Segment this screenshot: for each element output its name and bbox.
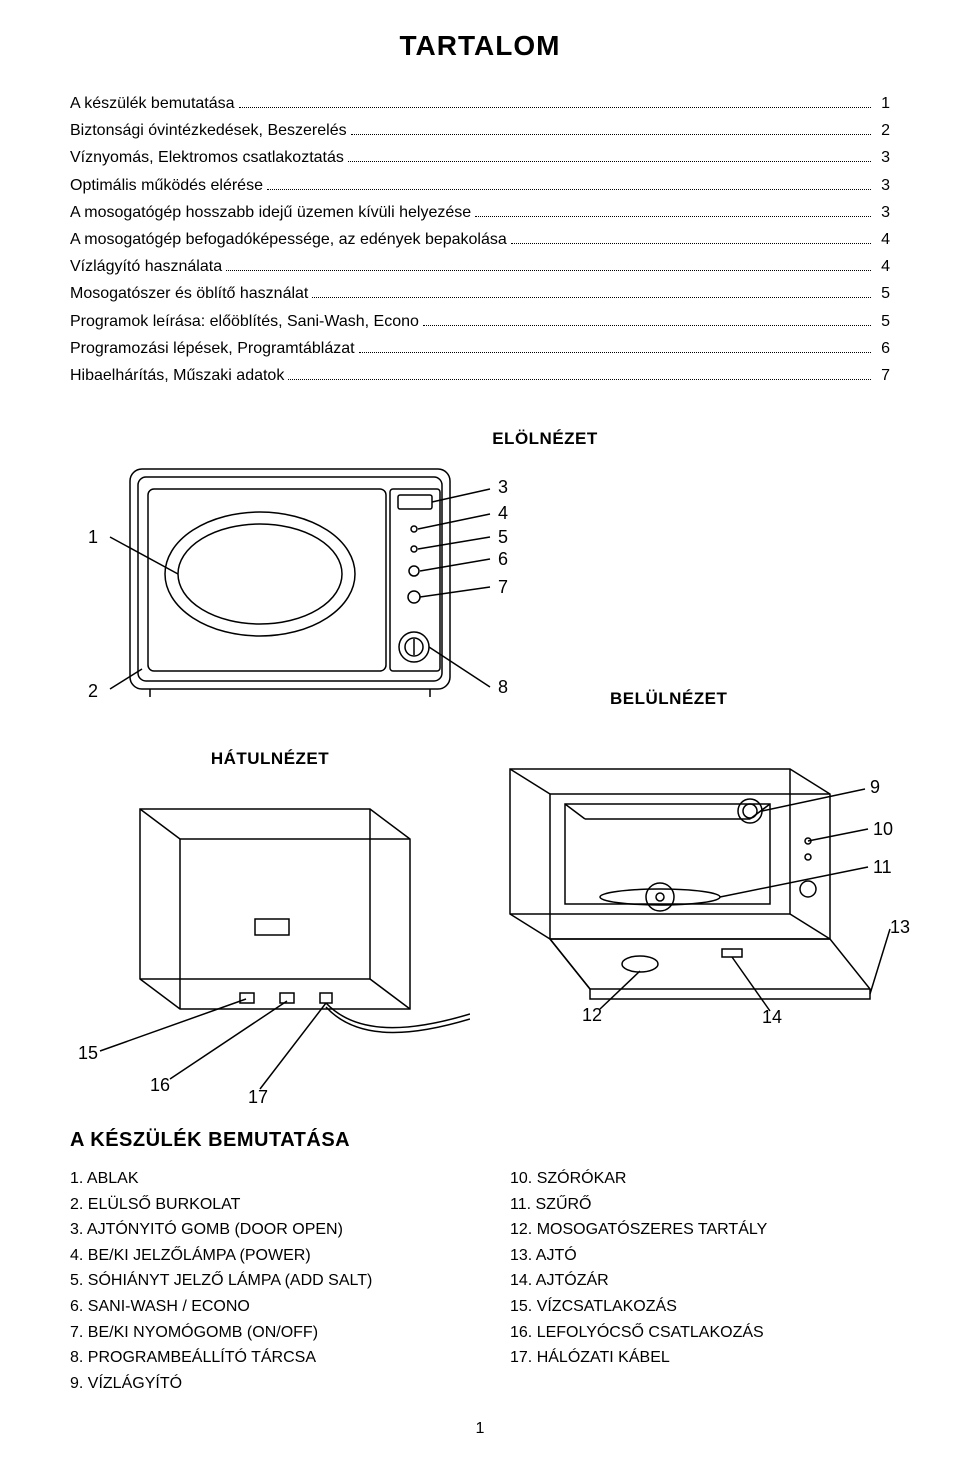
- part-item: 2. ELÜLSŐ BURKOLAT: [70, 1192, 450, 1218]
- callout-4: 4: [498, 503, 508, 524]
- toc-label: A mosogatógép befogadóképessége, az edén…: [70, 226, 507, 253]
- toc-label: Víznyomás, Elektromos csatlakoztatás: [70, 144, 344, 171]
- callout-16: 16: [150, 1075, 170, 1096]
- part-item: 14. AJTÓZÁR: [510, 1268, 890, 1294]
- toc-dots: [351, 134, 872, 135]
- callout-5: 5: [498, 527, 508, 548]
- toc-dots: [226, 270, 871, 271]
- page-number: 1: [70, 1420, 890, 1438]
- front-view-block: ELÖLNÉZET: [70, 429, 890, 739]
- callout-8: 8: [498, 677, 508, 698]
- part-item: 4. BE/KI JELZŐLÁMPA (POWER): [70, 1243, 450, 1269]
- callout-1: 1: [88, 527, 98, 548]
- toc-dots: [475, 216, 871, 217]
- toc-row: Víznyomás, Elektromos csatlakoztatás 3: [70, 144, 890, 171]
- toc-row: A készülék bemutatása 1: [70, 90, 890, 117]
- toc-label: A mosogatógép hosszabb idejű üzemen kívü…: [70, 199, 471, 226]
- toc-row: Programozási lépések, Programtáblázat 6: [70, 335, 890, 362]
- callout-13: 13: [890, 917, 910, 938]
- part-item: 1. ABLAK: [70, 1166, 450, 1192]
- part-item: 7. BE/KI NYOMÓGOMB (ON/OFF): [70, 1320, 450, 1346]
- part-item: 8. PROGRAMBEÁLLÍTÓ TÁRCSA: [70, 1345, 450, 1371]
- toc-row: Biztonsági óvintézkedések, Beszerelés 2: [70, 117, 890, 144]
- callout-12: 12: [582, 1005, 602, 1026]
- toc-page: 1: [875, 90, 890, 117]
- part-item: 16. LEFOLYÓCSŐ CSATLAKOZÁS: [510, 1320, 890, 1346]
- parts-column-right: 10. SZÓRÓKAR 11. SZŰRŐ 12. MOSOGATÓSZERE…: [510, 1166, 890, 1396]
- toc-page: 3: [875, 144, 890, 171]
- parts-columns: 1. ABLAK 2. ELÜLSŐ BURKOLAT 3. AJTÓNYITÓ…: [70, 1166, 890, 1396]
- toc-row: Programok leírása: előöblítés, Sani-Wash…: [70, 308, 890, 335]
- part-item: 9. VÍZLÁGYÍTÓ: [70, 1371, 450, 1397]
- inside-view-heading: BELÜLNÉZET: [610, 689, 727, 709]
- table-of-contents: A készülék bemutatása 1 Biztonsági óvinté…: [70, 90, 890, 389]
- toc-page: 5: [875, 308, 890, 335]
- part-item: 11. SZŰRŐ: [510, 1192, 890, 1218]
- part-item: 6. SANI-WASH / ECONO: [70, 1294, 450, 1320]
- toc-page: 4: [875, 226, 890, 253]
- callout-17: 17: [248, 1087, 268, 1108]
- toc-page: 3: [875, 172, 890, 199]
- toc-dots: [511, 243, 871, 244]
- toc-row: Hibaelhárítás, Műszaki adatok 7: [70, 362, 890, 389]
- toc-row: Mosogatószer és öblítő használat 5: [70, 280, 890, 307]
- front-view-diagram: 1 2 3 4 5 6 7 8 BELÜLNÉZET: [70, 459, 890, 739]
- toc-label: A készülék bemutatása: [70, 90, 235, 117]
- toc-page: 4: [875, 253, 890, 280]
- callout-7: 7: [498, 577, 508, 598]
- toc-row: A mosogatógép hosszabb idejű üzemen kívü…: [70, 199, 890, 226]
- callout-6: 6: [498, 549, 508, 570]
- page-title: TARTALOM: [70, 30, 890, 62]
- toc-dots: [288, 379, 871, 380]
- toc-dots: [239, 107, 872, 108]
- parts-list-title: A KÉSZÜLÉK BEMUTATÁSA: [70, 1129, 890, 1152]
- toc-label: Vízlágyító használata: [70, 253, 222, 280]
- toc-page: 7: [875, 362, 890, 389]
- toc-dots: [423, 325, 871, 326]
- parts-column-left: 1. ABLAK 2. ELÜLSŐ BURKOLAT 3. AJTÓNYITÓ…: [70, 1166, 450, 1396]
- callout-14: 14: [762, 1007, 782, 1028]
- toc-row: A mosogatógép befogadóképessége, az edén…: [70, 226, 890, 253]
- rear-inside-row: HÁTULNÉZET: [70, 749, 890, 1099]
- callout-10: 10: [873, 819, 893, 840]
- callout-11: 11: [873, 857, 892, 878]
- toc-page: 5: [875, 280, 890, 307]
- callout-2: 2: [88, 681, 98, 702]
- toc-label: Optimális működés elérése: [70, 172, 263, 199]
- rear-view-block: HÁTULNÉZET: [70, 749, 470, 1099]
- toc-page: 6: [875, 335, 890, 362]
- callout-3: 3: [498, 477, 508, 498]
- toc-dots: [359, 352, 872, 353]
- toc-dots: [348, 161, 871, 162]
- callout-15: 15: [78, 1043, 98, 1064]
- inside-view-block: 9 10 11 13 12 14: [470, 749, 910, 1099]
- callout-9: 9: [870, 777, 880, 798]
- part-item: 3. AJTÓNYITÓ GOMB (DOOR OPEN): [70, 1217, 450, 1243]
- part-item: 5. SÓHIÁNYT JELZŐ LÁMPA (ADD SALT): [70, 1268, 450, 1294]
- toc-label: Programok leírása: előöblítés, Sani-Wash…: [70, 308, 419, 335]
- rear-view-heading: HÁTULNÉZET: [70, 749, 470, 769]
- part-item: 15. VÍZCSATLAKOZÁS: [510, 1294, 890, 1320]
- toc-label: Hibaelhárítás, Műszaki adatok: [70, 362, 284, 389]
- toc-dots: [312, 297, 871, 298]
- toc-label: Biztonsági óvintézkedések, Beszerelés: [70, 117, 347, 144]
- toc-page: 2: [875, 117, 890, 144]
- part-item: 13. AJTÓ: [510, 1243, 890, 1269]
- toc-label: Mosogatószer és öblítő használat: [70, 280, 308, 307]
- toc-row: Vízlágyító használata 4: [70, 253, 890, 280]
- part-item: 17. HÁLÓZATI KÁBEL: [510, 1345, 890, 1371]
- part-item: 12. MOSOGATÓSZERES TARTÁLY: [510, 1217, 890, 1243]
- part-item: 10. SZÓRÓKAR: [510, 1166, 890, 1192]
- views-section: ELÖLNÉZET: [70, 429, 890, 1099]
- toc-label: Programozási lépések, Programtáblázat: [70, 335, 355, 362]
- toc-page: 3: [875, 199, 890, 226]
- front-view-heading: ELÖLNÉZET: [200, 429, 890, 449]
- toc-row: Optimális működés elérése 3: [70, 172, 890, 199]
- toc-dots: [267, 189, 871, 190]
